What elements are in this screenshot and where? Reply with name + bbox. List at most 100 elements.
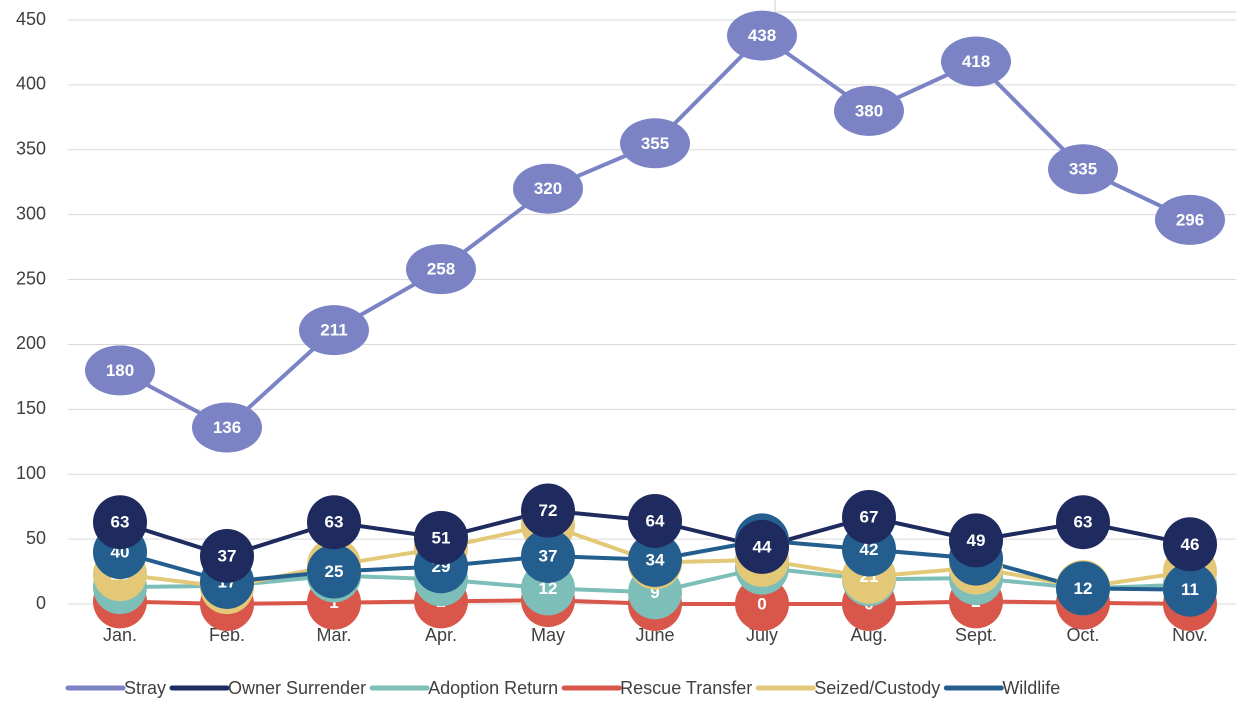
x-tick-label: Oct. — [1066, 625, 1099, 645]
data-point: 64 — [628, 493, 682, 548]
data-point: 25 — [307, 544, 361, 599]
label-bubble — [93, 495, 147, 550]
y-tick-label: 300 — [16, 203, 46, 223]
data-label: 72 — [539, 501, 558, 520]
legend-item: Wildlife — [943, 678, 1060, 698]
label-bubble — [1163, 517, 1217, 572]
label-bubble — [735, 519, 789, 574]
label-bubble — [620, 118, 690, 169]
data-point: 258 — [406, 244, 476, 295]
data-label: 42 — [860, 540, 879, 559]
label-bubble — [521, 528, 575, 583]
data-label: 34 — [646, 550, 665, 569]
data-label: 37 — [218, 546, 237, 565]
data-label: 9 — [650, 583, 659, 602]
label-bubble — [307, 495, 361, 550]
legend-label: Stray — [124, 678, 166, 698]
label-bubble — [513, 163, 583, 214]
legend-item: Seized/Custody — [755, 678, 940, 698]
data-label: 355 — [641, 134, 669, 153]
data-label: 63 — [111, 513, 130, 532]
data-label: 63 — [325, 513, 344, 532]
data-point: 63 — [307, 495, 361, 550]
data-label: 211 — [320, 321, 347, 340]
label-bubble — [521, 483, 575, 538]
legend-label: Rescue Transfer — [620, 678, 752, 698]
label-bubble — [949, 513, 1003, 568]
data-point: 438 — [727, 10, 797, 61]
y-tick-label: 250 — [16, 268, 46, 288]
label-bubble — [1056, 561, 1110, 616]
label-bubble — [628, 493, 682, 548]
data-label: 136 — [213, 418, 241, 437]
data-label: 25 — [325, 562, 344, 581]
y-tick-label: 450 — [16, 9, 46, 29]
legend-label: Wildlife — [1002, 678, 1060, 698]
data-label: 12 — [1074, 579, 1093, 598]
data-point: 63 — [1056, 495, 1110, 550]
label-bubble — [1155, 194, 1225, 245]
x-tick-label: Mar. — [316, 625, 351, 645]
label-bubble — [1048, 144, 1118, 195]
x-tick-label: Apr. — [425, 625, 457, 645]
label-bubble — [192, 402, 262, 453]
data-label: 1 — [329, 593, 338, 612]
data-point: 72 — [521, 483, 575, 538]
data-label: 380 — [855, 101, 883, 120]
data-label: 258 — [427, 260, 455, 279]
data-point: 11 — [1163, 562, 1217, 617]
data-point: 296 — [1155, 194, 1225, 245]
data-point: 180 — [85, 345, 155, 396]
x-tick-label: Jan. — [103, 625, 137, 645]
label-bubble — [414, 510, 468, 565]
data-label: 320 — [534, 179, 562, 198]
label-bubble — [842, 490, 896, 545]
data-point: 51 — [414, 510, 468, 565]
label-bubble — [299, 305, 369, 356]
data-point: 355 — [620, 118, 690, 169]
data-point: 380 — [834, 85, 904, 136]
y-tick-label: 50 — [26, 528, 46, 548]
data-point: 46 — [1163, 517, 1217, 572]
data-point: 335 — [1048, 144, 1118, 195]
legend-item: Adoption Return — [369, 678, 558, 698]
series-line — [119, 32, 1191, 430]
data-label: 0 — [757, 594, 766, 613]
legend-label: Adoption Return — [428, 678, 558, 698]
data-label: 418 — [962, 52, 990, 71]
y-tick-label: 150 — [16, 398, 46, 418]
data-label: 51 — [432, 528, 451, 547]
data-point: 63 — [93, 495, 147, 550]
tooltip-box — [774, 0, 1236, 13]
label-bubble — [727, 10, 797, 61]
legend-label: Seized/Custody — [814, 678, 940, 698]
data-label: 438 — [748, 26, 776, 45]
y-tick-label: 0 — [36, 593, 46, 613]
label-bubble — [834, 85, 904, 136]
x-tick-label: Nov. — [1172, 625, 1208, 645]
data-point: 37 — [200, 528, 254, 583]
y-tick-label: 400 — [16, 74, 46, 94]
data-point: 12 — [1056, 561, 1110, 616]
legend-item: Owner Surrender — [169, 678, 366, 698]
x-tick-label: Feb. — [209, 625, 245, 645]
data-label: 296 — [1176, 210, 1204, 229]
x-tick-label: Sept. — [955, 625, 997, 645]
label-bubble — [406, 244, 476, 295]
label-bubble — [628, 532, 682, 587]
data-point: 44 — [735, 519, 789, 574]
data-label: 49 — [967, 531, 986, 550]
y-tick-label: 200 — [16, 333, 46, 353]
label-bubble — [200, 528, 254, 583]
data-label: 12 — [539, 579, 558, 598]
data-label: 11 — [1181, 580, 1199, 599]
y-tick-label: 350 — [16, 139, 46, 159]
label-bubble — [1056, 495, 1110, 550]
data-label: 37 — [539, 546, 558, 565]
label-bubble — [85, 345, 155, 396]
data-label: 335 — [1069, 160, 1097, 179]
label-bubble — [307, 544, 361, 599]
label-bubble — [1163, 562, 1217, 617]
data-point: 49 — [949, 513, 1003, 568]
